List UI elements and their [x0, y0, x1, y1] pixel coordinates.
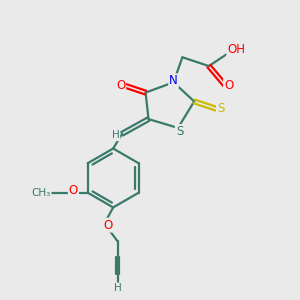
Text: N: N: [169, 74, 178, 87]
Text: CH₃: CH₃: [32, 188, 51, 198]
Text: O: O: [224, 79, 233, 92]
Text: H: H: [114, 284, 122, 293]
Text: H: H: [112, 130, 119, 140]
Text: S: S: [217, 102, 224, 115]
Text: OH: OH: [227, 44, 245, 56]
Text: O: O: [103, 219, 112, 232]
Text: O: O: [69, 184, 78, 197]
Text: S: S: [176, 125, 183, 138]
Text: O: O: [116, 79, 125, 92]
